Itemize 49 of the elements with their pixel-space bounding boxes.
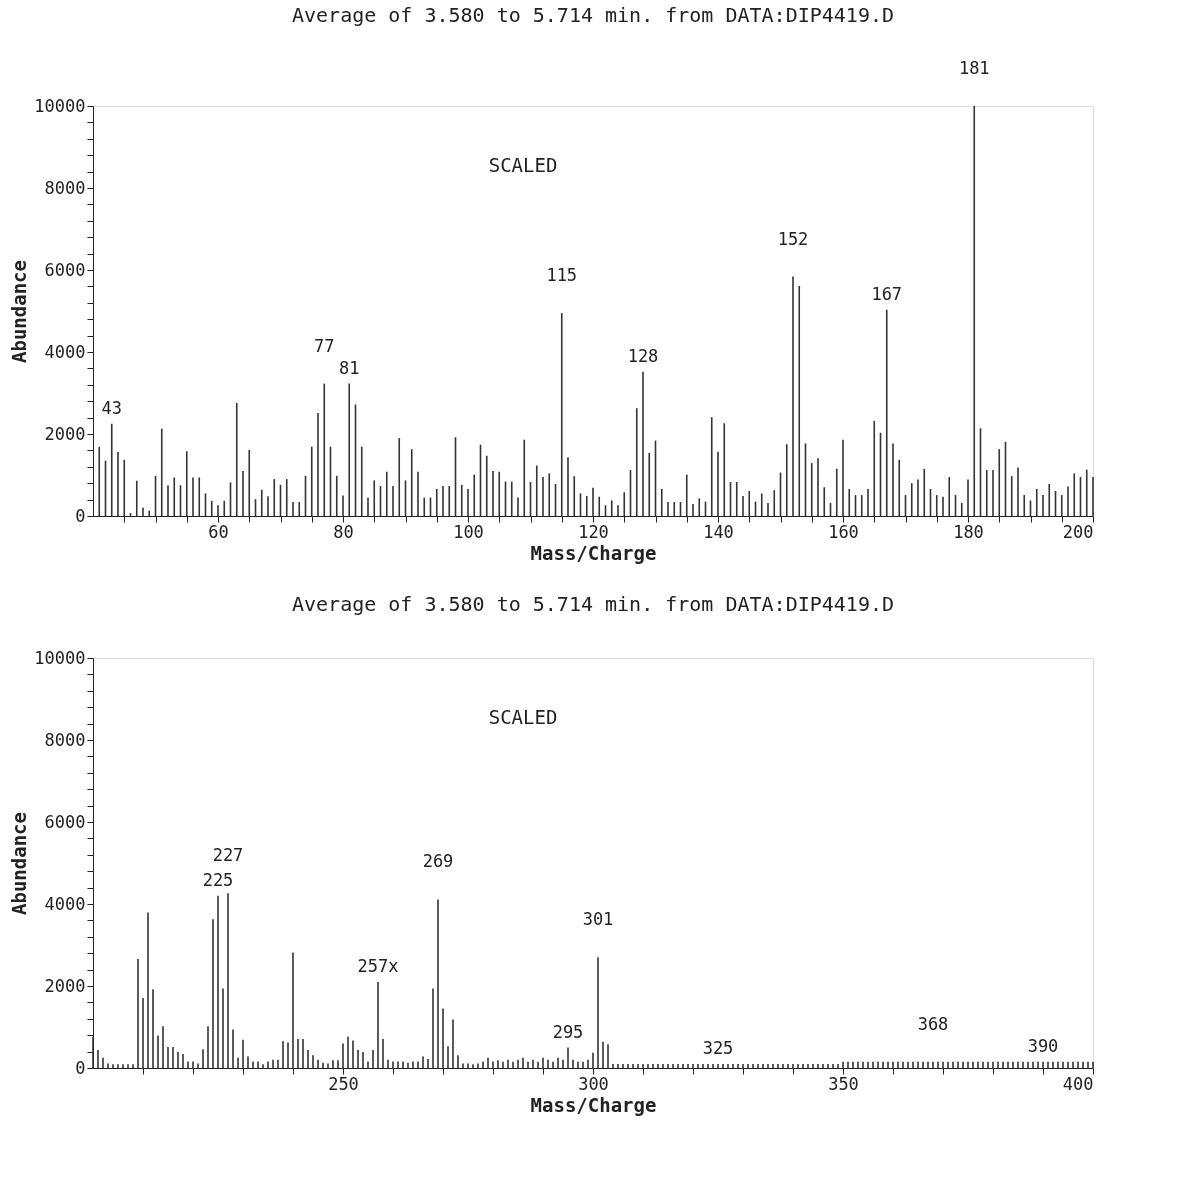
y-tick-label: 8000	[44, 729, 86, 750]
annotation: 325	[702, 1037, 734, 1058]
x-tick-label: 60	[208, 521, 229, 542]
annotation: 81	[339, 357, 360, 378]
y-tick-label: 2000	[44, 975, 86, 996]
chart-title: Average of 3.580 to 5.714 min. from DATA:DIP4419.D	[291, 592, 895, 616]
x-tick-label: 140	[703, 521, 734, 542]
x-tick-label: 300	[578, 1073, 609, 1094]
x-tick-label: 200	[1062, 521, 1094, 542]
annotation: 295	[552, 1021, 584, 1042]
annotation: 368	[917, 1013, 949, 1034]
x-tick-label: 80	[333, 521, 354, 542]
annotation: 128	[627, 345, 659, 366]
x-tick-label: 160	[828, 521, 859, 542]
annotation: 77	[314, 335, 335, 356]
annotation: 181	[958, 58, 990, 78]
chart-title: Average of 3.580 to 5.714 min. from DATA:DIP4419.D	[291, 3, 895, 27]
annotation: 152	[777, 228, 809, 249]
y-tick-label: 8000	[44, 177, 86, 198]
annotation: 115	[546, 265, 578, 286]
annotation: 269	[422, 851, 454, 872]
x-tick-label: 100	[453, 521, 484, 542]
y-tick-label: 0	[75, 505, 86, 526]
annotation: 167	[871, 283, 903, 304]
x-axis-title: Mass/Charge	[530, 541, 657, 564]
x-tick-label: 180	[953, 521, 984, 542]
x-tick-label: 350	[828, 1073, 859, 1094]
annotation: SCALED	[488, 706, 558, 728]
y-tick-label: 10000	[34, 95, 86, 116]
y-tick-label: 4000	[44, 341, 86, 362]
x-axis-title: Mass/Charge	[530, 1093, 657, 1116]
y-tick-label: 6000	[44, 259, 86, 280]
annotation: 257x	[357, 955, 399, 976]
annotation: 301	[582, 909, 614, 930]
annotation: 227	[212, 845, 244, 866]
y-tick-label: 6000	[44, 811, 86, 832]
annotation: 225	[202, 869, 234, 890]
annotation: 43	[101, 397, 122, 418]
x-tick-label: 120	[578, 521, 609, 542]
x-tick-label: 250	[328, 1073, 359, 1094]
y-tick-label: 10000	[34, 647, 86, 668]
y-tick-label: 2000	[44, 423, 86, 444]
y-axis-title: Abundance	[8, 812, 31, 915]
y-tick-label: 4000	[44, 893, 86, 914]
x-tick-label: 400	[1062, 1073, 1094, 1094]
y-tick-label: 0	[75, 1057, 86, 1078]
annotation: 390	[1027, 1035, 1059, 1056]
y-axis-title: Abundance	[8, 260, 31, 363]
annotation: SCALED	[488, 154, 558, 176]
